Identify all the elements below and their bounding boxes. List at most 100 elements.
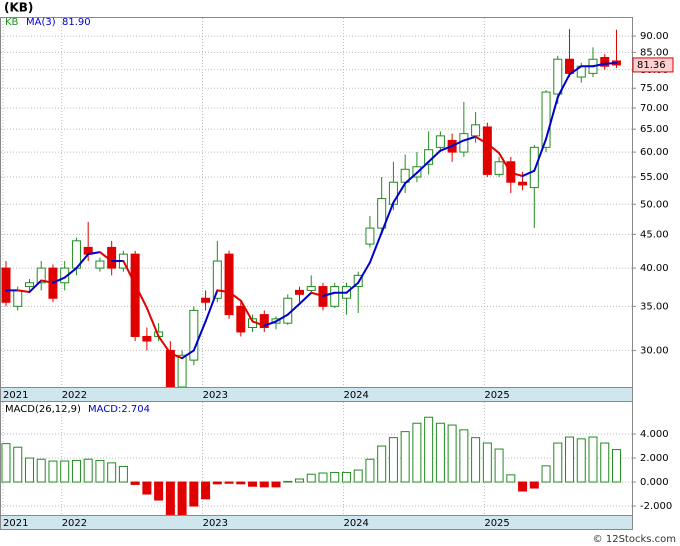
ma-line [392,182,407,204]
macd-bar [529,481,539,489]
macd-bar [494,448,504,483]
macd-bar [306,473,316,483]
ma-line [568,65,583,76]
macd-bar [189,481,199,507]
macd-bars [1,416,621,515]
y-tick-label: 0.000 [640,477,669,488]
ma-line [275,313,289,323]
candle-body [482,126,492,175]
candle-body [24,282,34,288]
macd-bar [330,471,340,483]
macd-bar [506,474,516,483]
ma-line [533,138,548,172]
candle-body [142,335,152,342]
candle-body [224,253,234,316]
candle-body [13,289,23,307]
macd-title: MACD(26,12,9) [5,404,81,415]
candle-body [201,297,211,303]
ma-line [228,290,242,302]
macd-bar [553,442,563,483]
x-tick-label: 2025 [484,518,509,529]
macd-bar [435,422,445,483]
legend-entry: MA(3) [26,17,56,28]
ma-line [157,335,172,355]
candle-body [189,309,199,361]
candle-body [1,267,11,303]
macd-bar [248,481,258,487]
macd-bar [13,446,23,483]
ma-line [204,289,219,323]
y-tick-label: 40.00 [640,263,669,274]
y-tick-label: 75.00 [640,83,669,94]
macd-bar [118,465,128,483]
macd-bar [83,458,93,483]
macd-bar [588,436,598,483]
x-tick-label: 2021 [3,518,28,529]
y-tick-label: 90.00 [640,31,669,42]
candle-body [541,91,551,148]
candle-body [95,260,105,269]
x-tick-label: 2022 [62,390,87,401]
candle-body [130,253,140,337]
ma-line [380,201,395,234]
ma-line [98,251,113,263]
macd-bar [259,481,269,488]
ma-line [16,289,31,293]
macd-bar [318,472,328,483]
macd-bar [271,481,281,488]
macd-bar [412,422,422,483]
macd-bar [482,442,492,483]
y-tick-label: 35.00 [640,301,669,312]
candle-body [459,133,469,153]
ma-line [298,291,313,305]
ma-line [216,289,231,293]
candle-body [212,260,222,299]
x-tick-label: 2023 [203,390,228,401]
macd-bar [154,481,164,501]
ma-line [474,135,489,145]
ma-line [145,306,160,338]
y-tick-label: 85.00 [640,47,669,58]
candle-body [518,181,528,186]
macd-bar [48,460,58,483]
macd-bar [565,436,575,483]
ma-line [521,169,536,177]
ma-line [122,260,137,286]
macd-bar [177,481,187,515]
ma-line [545,96,559,141]
x-axis-band [0,387,633,402]
ma-line [592,62,606,68]
y-tick-label: 30.00 [640,345,669,356]
ma-line [603,62,618,65]
legend-entry: KB [5,17,19,28]
ma-line [404,171,418,185]
macd-bar [295,478,304,483]
x-tick-label: 2023 [203,518,228,529]
ma-line [169,352,184,360]
candle-body [553,58,563,95]
ma-line [40,279,54,284]
ma-line [251,320,266,327]
macd-bar [24,457,34,483]
chart-title: (KB) [4,1,33,15]
macd-bar [611,449,621,483]
macd-bar [107,462,117,483]
candle-body [236,305,246,333]
macd-bar [353,469,363,483]
ma-line [451,139,465,147]
macd-bar [236,481,246,485]
macd-bar [459,429,469,483]
last-price: 81.36 [637,60,666,71]
ma-line [263,320,278,327]
macd-bar [165,481,175,515]
x-tick-label: 2024 [343,390,368,401]
ma-line [368,231,383,264]
legend-value: 81.90 [62,17,91,28]
ma-line [415,160,430,174]
macd-bar [518,481,528,492]
macd-bar [341,471,351,483]
x-tick-label: 2021 [3,390,28,401]
ma-line [321,291,336,297]
macd-bar [377,445,387,483]
x-tick-label: 2022 [62,518,87,529]
